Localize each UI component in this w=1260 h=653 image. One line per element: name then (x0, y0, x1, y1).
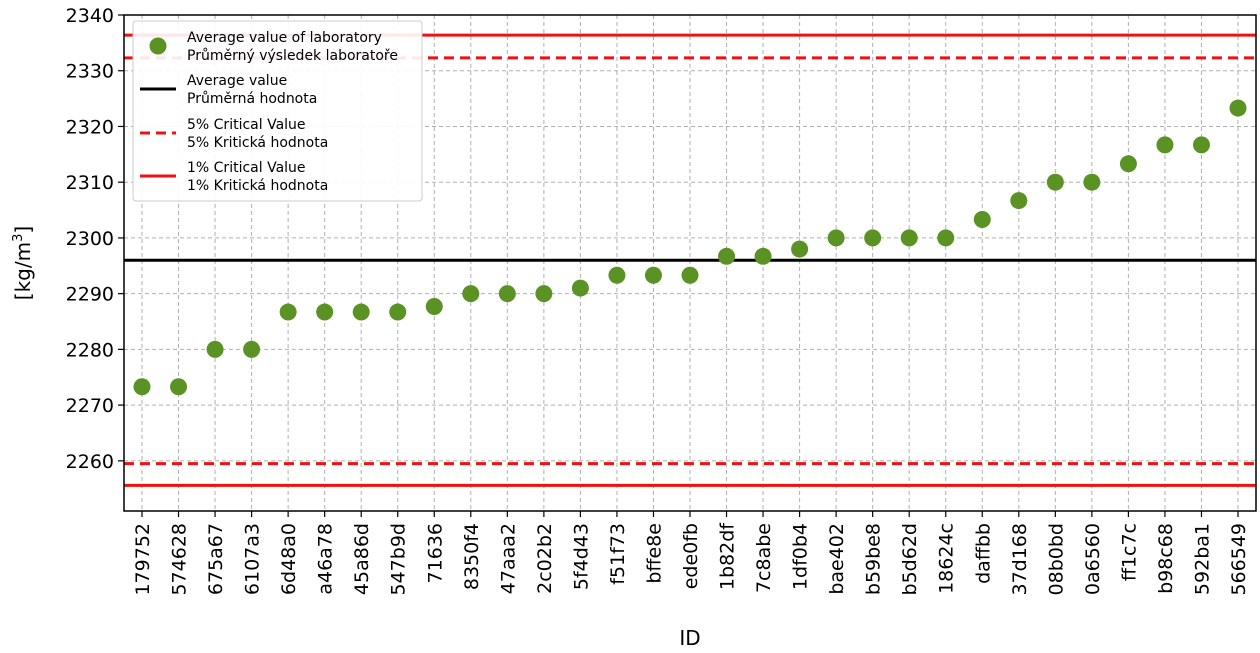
data-point (571, 279, 589, 297)
x-tick-label: ede0fb (680, 523, 702, 589)
data-point (1156, 136, 1174, 154)
data-point (462, 285, 480, 303)
data-point (1229, 99, 1247, 117)
y-tick-label: 2290 (66, 284, 114, 306)
x-tick-label: 574628 (169, 523, 191, 596)
x-tick-label: 1b82df (717, 522, 739, 590)
x-tick-label: b5d62d (899, 523, 921, 595)
data-point (316, 303, 334, 321)
data-point (535, 285, 553, 303)
legend-label-cs: Průměrný výsledek laboratoře (187, 48, 398, 64)
x-tick-label: 566549 (1228, 523, 1250, 596)
x-tick-label: ff1c7c (1118, 523, 1140, 581)
y-axis-label-end: ] (11, 226, 35, 234)
y-tick-label: 2260 (66, 451, 114, 473)
data-point (425, 297, 443, 315)
x-tick-label: 675a67 (205, 523, 227, 595)
y-tick-label: 2280 (66, 339, 114, 361)
data-point (1010, 192, 1028, 210)
data-point (498, 285, 516, 303)
x-tick-label: 7c8abe (753, 523, 775, 593)
legend-label-en: 1% Critical Value (187, 160, 306, 176)
legend-box (132, 20, 423, 202)
x-axis-label: ID (679, 626, 700, 650)
data-point (754, 247, 772, 265)
x-tick-label: b59be8 (863, 523, 885, 595)
x-tick-label: daffbb (972, 523, 994, 584)
x-tick-label: 179752 (132, 523, 154, 596)
legend-label-en: Average value of laboratory (187, 30, 382, 46)
data-point (681, 266, 699, 284)
x-axis-ticks: 179752 574628 675a67 6107a3 6d48a0 a46a78 45a8… (132, 511, 1250, 596)
x-tick-label: 45a86d (351, 523, 373, 595)
x-tick-label: 8350f4 (461, 523, 483, 590)
y-axis-label: [kg/m3] (11, 226, 35, 300)
data-point (791, 240, 809, 258)
x-tick-label: 1df0b4 (790, 523, 812, 590)
data-point (973, 211, 991, 229)
x-tick-label: 2c02b2 (534, 523, 556, 594)
data-point (206, 340, 224, 358)
data-point (608, 266, 626, 284)
x-tick-label: 37d168 (1009, 523, 1031, 596)
data-point (1046, 173, 1064, 191)
x-tick-label: 592ba1 (1191, 523, 1213, 595)
x-tick-label: f51f73 (607, 523, 629, 585)
legend-item: 1% Critical Value 1% Kritická hodnota (140, 160, 328, 194)
y-tick-label: 2340 (66, 5, 114, 27)
data-point (243, 340, 261, 358)
x-tick-label: b98c68 (1155, 523, 1177, 594)
y-tick-label: 2310 (66, 172, 114, 194)
data-point (352, 303, 370, 321)
x-tick-label: 47aaa2 (497, 523, 519, 594)
data-points (133, 99, 1247, 396)
legend-dot-marker (149, 37, 167, 55)
y-axis-label-main: [kg/m (11, 242, 35, 300)
grid-layer (124, 14, 1256, 511)
legend-label-en: 5% Critical Value (187, 117, 306, 133)
y-axis-label-superscript: 3 (11, 234, 26, 242)
legend-item: 5% Critical Value 5% Kritická hodnota (140, 117, 328, 151)
data-point (389, 303, 407, 321)
data-point (1083, 173, 1101, 191)
data-point (864, 229, 882, 247)
legend-label-cs: 5% Kritická hodnota (187, 135, 328, 151)
legend-label-cs: 1% Kritická hodnota (187, 178, 328, 194)
legend-label-cs: Průměrná hodnota (187, 91, 317, 107)
x-tick-label: 6d48a0 (278, 523, 300, 595)
x-tick-label: bae402 (826, 523, 848, 595)
x-tick-label: a46a78 (315, 523, 337, 595)
y-tick-label: 2330 (66, 61, 114, 83)
x-tick-label: 71636 (424, 523, 446, 583)
data-point (718, 247, 736, 265)
data-point (133, 378, 151, 396)
data-point (1192, 136, 1210, 154)
data-point (937, 229, 955, 247)
x-tick-label: 08b0bd (1045, 523, 1067, 595)
y-tick-label: 2270 (66, 395, 114, 417)
data-point (900, 229, 918, 247)
x-tick-label: bffe8e (643, 523, 665, 584)
y-axis-ticks: 2260 2270 2280 2290 2300 2310 2320 2330 2340 (66, 5, 124, 473)
legend-item: Average value of laboratory Průměrný výsl… (149, 30, 398, 64)
data-point (1119, 155, 1137, 173)
legend-item: Average value Průměrná hodnota (140, 73, 317, 107)
data-point (170, 378, 188, 396)
data-point (827, 229, 845, 247)
x-tick-label: 0a6560 (1082, 523, 1104, 595)
legend-label-en: Average value (187, 73, 287, 89)
y-tick-label: 2320 (66, 116, 114, 138)
data-point (279, 303, 297, 321)
x-tick-label: 5f4d43 (570, 523, 592, 590)
x-tick-label: 6107a3 (242, 523, 264, 595)
legend: Average value of laboratory Průměrný výsl… (132, 20, 423, 202)
x-tick-label: 547b9d (388, 523, 410, 595)
y-tick-label: 2300 (66, 228, 114, 250)
data-point (644, 266, 662, 284)
x-tick-label: 18624c (936, 523, 958, 594)
